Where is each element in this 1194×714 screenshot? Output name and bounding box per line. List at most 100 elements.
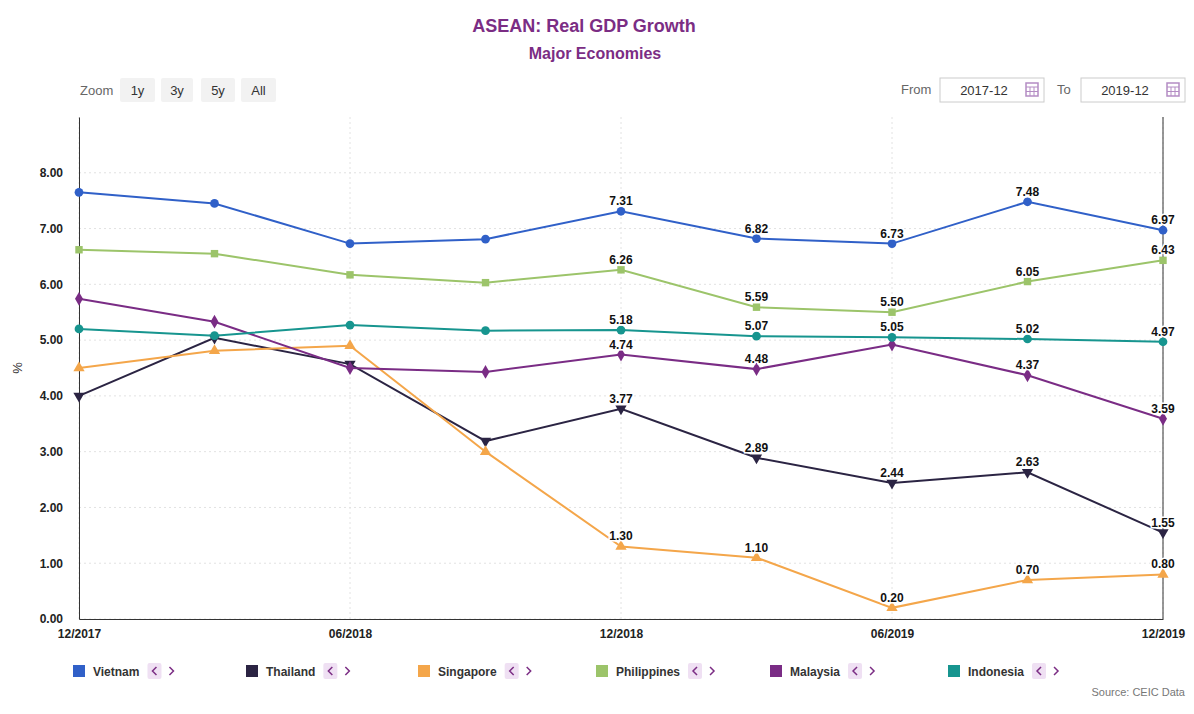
date-input-box	[940, 78, 1044, 102]
series-marker	[751, 455, 762, 465]
legend-swatch	[73, 665, 85, 677]
date-input[interactable]: 2017-12	[940, 78, 1044, 102]
x-tick: 12/2018	[600, 619, 644, 641]
series-marker	[209, 344, 220, 354]
grid	[79, 117, 1163, 619]
grid-line-x	[1163, 117, 1164, 619]
legend-arrow-bg	[1049, 663, 1063, 679]
data-label: 3.59	[1151, 402, 1175, 416]
zoom-button-bg	[161, 78, 193, 102]
zoom-button[interactable]: 5y	[201, 78, 235, 102]
x-axis-line	[80, 619, 1164, 620]
data-label: 4.48	[745, 352, 769, 366]
y-tick-label: 5.00	[40, 333, 64, 347]
series-marker	[481, 235, 490, 244]
legend-arrow-bg	[522, 663, 536, 679]
date-label: From	[901, 82, 931, 97]
data-label: 5.02	[1016, 322, 1040, 336]
zoom-button[interactable]: 1y	[120, 78, 155, 102]
legend-arrow-button[interactable]	[522, 663, 536, 679]
legend-arrow-button[interactable]	[505, 663, 519, 679]
zoom-button[interactable]: All	[241, 78, 276, 102]
legend-arrow-bg	[1032, 663, 1046, 679]
y-tick-label: 8.00	[40, 166, 64, 180]
x-tick-label: 06/2018	[329, 627, 373, 641]
legend-arrow-bg	[323, 663, 337, 679]
series-marker	[617, 266, 624, 273]
series-marker	[888, 309, 895, 316]
legend-arrow	[345, 667, 349, 675]
data-label: 6.73	[880, 227, 904, 241]
legend-item[interactable]: Philippines	[596, 663, 719, 679]
y-tick: 4.00	[40, 389, 79, 403]
zoom-button[interactable]: 3y	[161, 78, 193, 102]
y-axis: 0.001.002.003.004.005.006.007.008.00	[40, 118, 80, 627]
legend-arrow-button[interactable]	[688, 663, 702, 679]
x-tick: 12/2017	[58, 619, 102, 641]
legend-arrow-button[interactable]	[705, 663, 719, 679]
data-label: 5.07	[745, 319, 769, 333]
legend-item[interactable]: Vietnam	[73, 663, 178, 679]
x-tick-label: 06/2019	[871, 627, 915, 641]
data-label: 5.50	[880, 295, 904, 309]
series-marker	[1157, 529, 1168, 539]
data-labels: 7.316.826.737.486.973.772.892.442.631.55…	[609, 185, 1175, 605]
legend-arrow-button[interactable]	[848, 663, 862, 679]
data-label: 0.20	[880, 591, 904, 605]
series-marker	[1024, 278, 1031, 285]
y-tick: 5.00	[40, 333, 79, 347]
legend-arrow-button[interactable]	[164, 663, 178, 679]
legend-arrow-bg	[505, 663, 519, 679]
legend-label: Indonesia	[968, 665, 1024, 679]
legend-arrow-button[interactable]	[1032, 663, 1046, 679]
title: ASEAN: Real GDP Growth	[472, 16, 696, 36]
legend-swatch	[418, 665, 430, 677]
calendar-icon	[1167, 83, 1179, 96]
x-tick: 12/2019	[1142, 619, 1186, 641]
series-marker	[482, 279, 489, 286]
y-tick: 1.00	[40, 557, 79, 571]
data-label: 3.77	[609, 392, 633, 406]
x-tick: 06/2019	[871, 619, 915, 641]
legend-arrow	[1054, 667, 1058, 675]
legend-arrow-button[interactable]	[147, 663, 161, 679]
legend-arrow-button[interactable]	[340, 663, 354, 679]
plot-area	[73, 188, 1168, 611]
date-input[interactable]: 2019-12	[1081, 78, 1185, 102]
y-tick: 8.00	[40, 166, 79, 180]
data-label: 6.43	[1151, 243, 1175, 257]
y-tick-label: 1.00	[40, 557, 64, 571]
legend-label: Thailand	[266, 665, 315, 679]
series-marker	[75, 246, 82, 253]
data-label: 7.31	[609, 194, 633, 208]
zoom-button-bg	[241, 78, 276, 102]
data-label: 4.37	[1016, 358, 1040, 372]
series-marker	[211, 250, 218, 257]
data-label: 4.97	[1151, 325, 1175, 339]
series-marker	[75, 188, 84, 197]
legend-arrow-button[interactable]	[1049, 663, 1063, 679]
legend-arrow-button[interactable]	[323, 663, 337, 679]
series-marker	[753, 303, 760, 310]
y-tick: 0.00	[40, 612, 79, 626]
series-line	[79, 299, 1163, 419]
legend-item[interactable]: Thailand	[246, 663, 354, 679]
chart: ASEAN: Real GDP GrowthMajor EconomiesZoo…	[0, 0, 1194, 714]
plot-frame-right	[1163, 117, 1164, 619]
zoom-button-bg	[120, 78, 155, 102]
legend-item[interactable]: Indonesia	[948, 663, 1063, 679]
legend-arrow-button[interactable]	[865, 663, 879, 679]
legend-arrow-bg	[865, 663, 879, 679]
legend-item[interactable]: Malaysia	[770, 663, 879, 679]
y-tick-label: 3.00	[40, 445, 64, 459]
legend-arrow	[152, 667, 156, 675]
y-tick: 2.00	[40, 501, 79, 515]
data-label: 5.05	[880, 320, 904, 334]
data-label: 2.89	[745, 441, 769, 455]
series-line	[79, 192, 1163, 243]
y-tick-label: 0.00	[40, 612, 64, 626]
legend-swatch	[246, 665, 258, 677]
legend-arrow	[710, 667, 714, 675]
series-marker	[886, 480, 897, 490]
legend-item[interactable]: Singapore	[418, 663, 536, 679]
